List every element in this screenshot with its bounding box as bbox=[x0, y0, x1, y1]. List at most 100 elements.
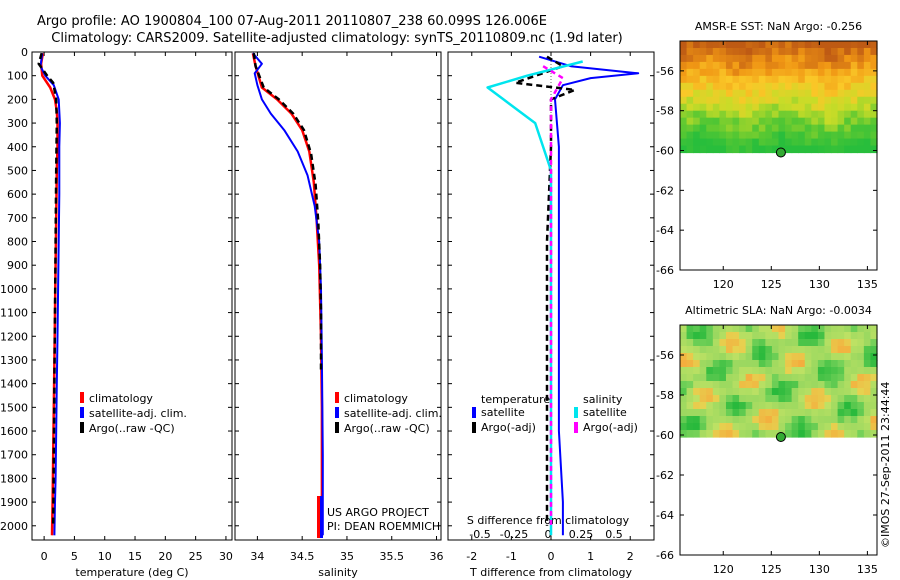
map-cell bbox=[706, 402, 714, 410]
map-cell bbox=[771, 360, 780, 368]
map-cell bbox=[732, 430, 740, 438]
map-cell bbox=[758, 416, 766, 424]
map-cell bbox=[824, 145, 832, 154]
map-cell bbox=[817, 145, 826, 154]
map-cell bbox=[725, 346, 734, 354]
map-cell bbox=[752, 325, 760, 333]
map-cell bbox=[699, 395, 707, 403]
map-cell bbox=[765, 61, 773, 70]
map-cell bbox=[850, 68, 858, 77]
map-cell bbox=[785, 381, 793, 389]
map-cell bbox=[811, 117, 819, 126]
map-cell bbox=[752, 61, 760, 70]
map-cell bbox=[785, 61, 793, 70]
map-cell bbox=[778, 409, 786, 417]
map-cell bbox=[804, 89, 812, 98]
map-cell bbox=[824, 325, 832, 333]
map-cell bbox=[712, 131, 720, 140]
legend-label: satellite bbox=[481, 406, 525, 419]
map-cell bbox=[752, 367, 760, 375]
map-cell bbox=[778, 117, 786, 126]
series-line-1-3 bbox=[37, 52, 59, 526]
map-cell bbox=[863, 388, 872, 396]
map-cell bbox=[857, 332, 865, 340]
map-cell bbox=[732, 41, 740, 49]
map-cell bbox=[693, 381, 701, 389]
map-cell bbox=[863, 96, 872, 105]
map-cell bbox=[817, 124, 826, 133]
map-cell bbox=[739, 138, 747, 147]
map-cell bbox=[863, 82, 872, 91]
map-cell bbox=[712, 332, 720, 340]
map-cell bbox=[765, 409, 773, 417]
map-cell bbox=[686, 339, 694, 347]
legend-group-title: temperature bbox=[481, 393, 550, 406]
map-cell bbox=[844, 82, 852, 91]
map-cell bbox=[791, 47, 799, 56]
map-cell bbox=[765, 374, 773, 382]
map-cell bbox=[765, 353, 773, 361]
map-cell bbox=[804, 47, 812, 56]
map-cell bbox=[778, 388, 786, 396]
map-cell bbox=[837, 381, 845, 389]
map-cell bbox=[739, 360, 747, 368]
map-cell bbox=[811, 360, 819, 368]
map-cell bbox=[686, 430, 694, 438]
y-tick-label: 1600 bbox=[0, 425, 28, 438]
map-cell bbox=[765, 89, 773, 98]
map-cell bbox=[857, 325, 865, 333]
map-cell bbox=[824, 124, 832, 133]
x-axis-label: temperature (deg C) bbox=[75, 566, 188, 579]
map-cell bbox=[844, 131, 852, 140]
map-cell bbox=[791, 353, 799, 361]
map-cell bbox=[785, 41, 793, 49]
map-cell bbox=[752, 89, 760, 98]
map-cell bbox=[686, 75, 694, 84]
map-cell bbox=[732, 124, 740, 133]
map-cell bbox=[863, 110, 872, 119]
map-cell bbox=[844, 117, 852, 126]
map-cell bbox=[771, 332, 780, 340]
legend-label: satellite-adj. clim. bbox=[344, 407, 442, 420]
map-cell bbox=[771, 409, 780, 417]
map-cell bbox=[857, 395, 865, 403]
map-cell bbox=[837, 402, 845, 410]
map-cell bbox=[699, 145, 707, 154]
map-cell bbox=[837, 89, 845, 98]
map-cell bbox=[699, 117, 707, 126]
map-cell bbox=[732, 367, 740, 375]
map-cell bbox=[732, 360, 740, 368]
map-cell bbox=[732, 416, 740, 424]
map-cell bbox=[817, 61, 826, 70]
map-cell bbox=[778, 47, 786, 56]
map-cell bbox=[863, 61, 872, 70]
map-cell bbox=[837, 339, 845, 347]
secondary-tick-label: 0.25 bbox=[569, 528, 594, 541]
map-cell bbox=[785, 339, 793, 347]
map-cell bbox=[680, 332, 688, 340]
map-cell bbox=[732, 82, 740, 91]
map-cell bbox=[712, 117, 720, 126]
map-cell bbox=[693, 367, 701, 375]
map-cell bbox=[870, 47, 878, 56]
map-cell bbox=[758, 360, 766, 368]
map-cell bbox=[850, 346, 858, 354]
map-cell bbox=[837, 75, 845, 84]
map-cell bbox=[857, 117, 865, 126]
map-cell bbox=[706, 138, 714, 147]
map-cell bbox=[752, 402, 760, 410]
map-cell bbox=[817, 346, 826, 354]
map-x-tick-label: 125 bbox=[761, 563, 782, 576]
x-tick-label: 0 bbox=[548, 550, 555, 563]
map-cell bbox=[745, 96, 753, 105]
map-cell bbox=[739, 54, 747, 63]
map-cell bbox=[745, 124, 753, 133]
map-cell bbox=[732, 117, 740, 126]
legend-swatch bbox=[335, 422, 339, 433]
map-cell bbox=[758, 409, 766, 417]
map-cell bbox=[804, 360, 812, 368]
map-cell bbox=[870, 325, 878, 333]
map-cell bbox=[765, 41, 773, 49]
map-cell bbox=[706, 89, 714, 98]
map-cell bbox=[798, 138, 806, 147]
